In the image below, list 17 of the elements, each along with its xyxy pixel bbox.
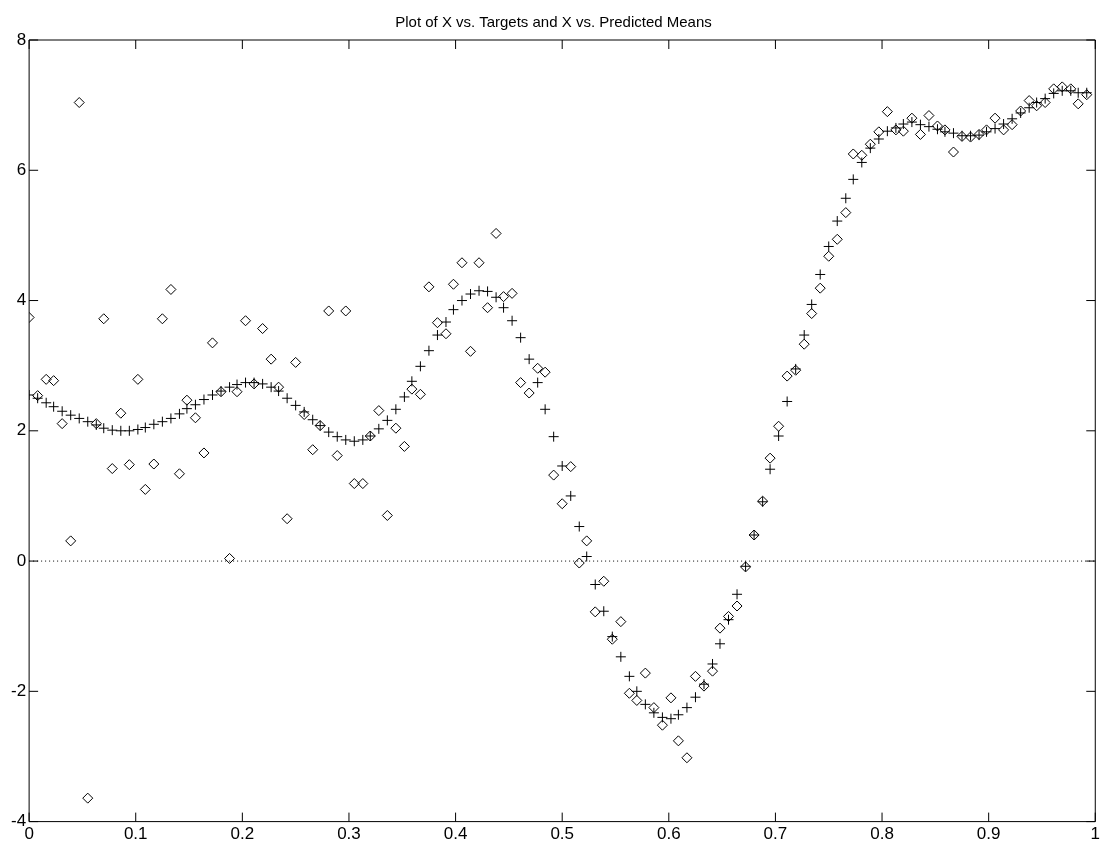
y-tick-label: 0 xyxy=(16,550,27,570)
x-tick-label: 1 xyxy=(1090,824,1101,844)
x-tick-label: 0.6 xyxy=(656,824,681,844)
x-tick-label: 0.5 xyxy=(550,824,575,844)
y-tick-label: -2 xyxy=(10,681,27,701)
y-tick-label: 8 xyxy=(16,29,27,49)
x-tick-label: 0.7 xyxy=(763,824,788,844)
x-tick-label: 0.9 xyxy=(976,824,1001,844)
y-tick-label: 4 xyxy=(16,290,27,310)
x-tick-label: 0.4 xyxy=(443,824,468,844)
x-tick-label: 0.1 xyxy=(123,824,148,844)
y-tick-label: 2 xyxy=(16,420,27,440)
x-tick-label: 0.2 xyxy=(230,824,255,844)
chart-title: Plot of X vs. Targets and X vs. Predicted Means xyxy=(395,13,712,31)
y-tick-label: 6 xyxy=(16,159,27,179)
x-tick-label: 0.8 xyxy=(870,824,894,844)
x-tick-label: 0.3 xyxy=(337,824,361,844)
